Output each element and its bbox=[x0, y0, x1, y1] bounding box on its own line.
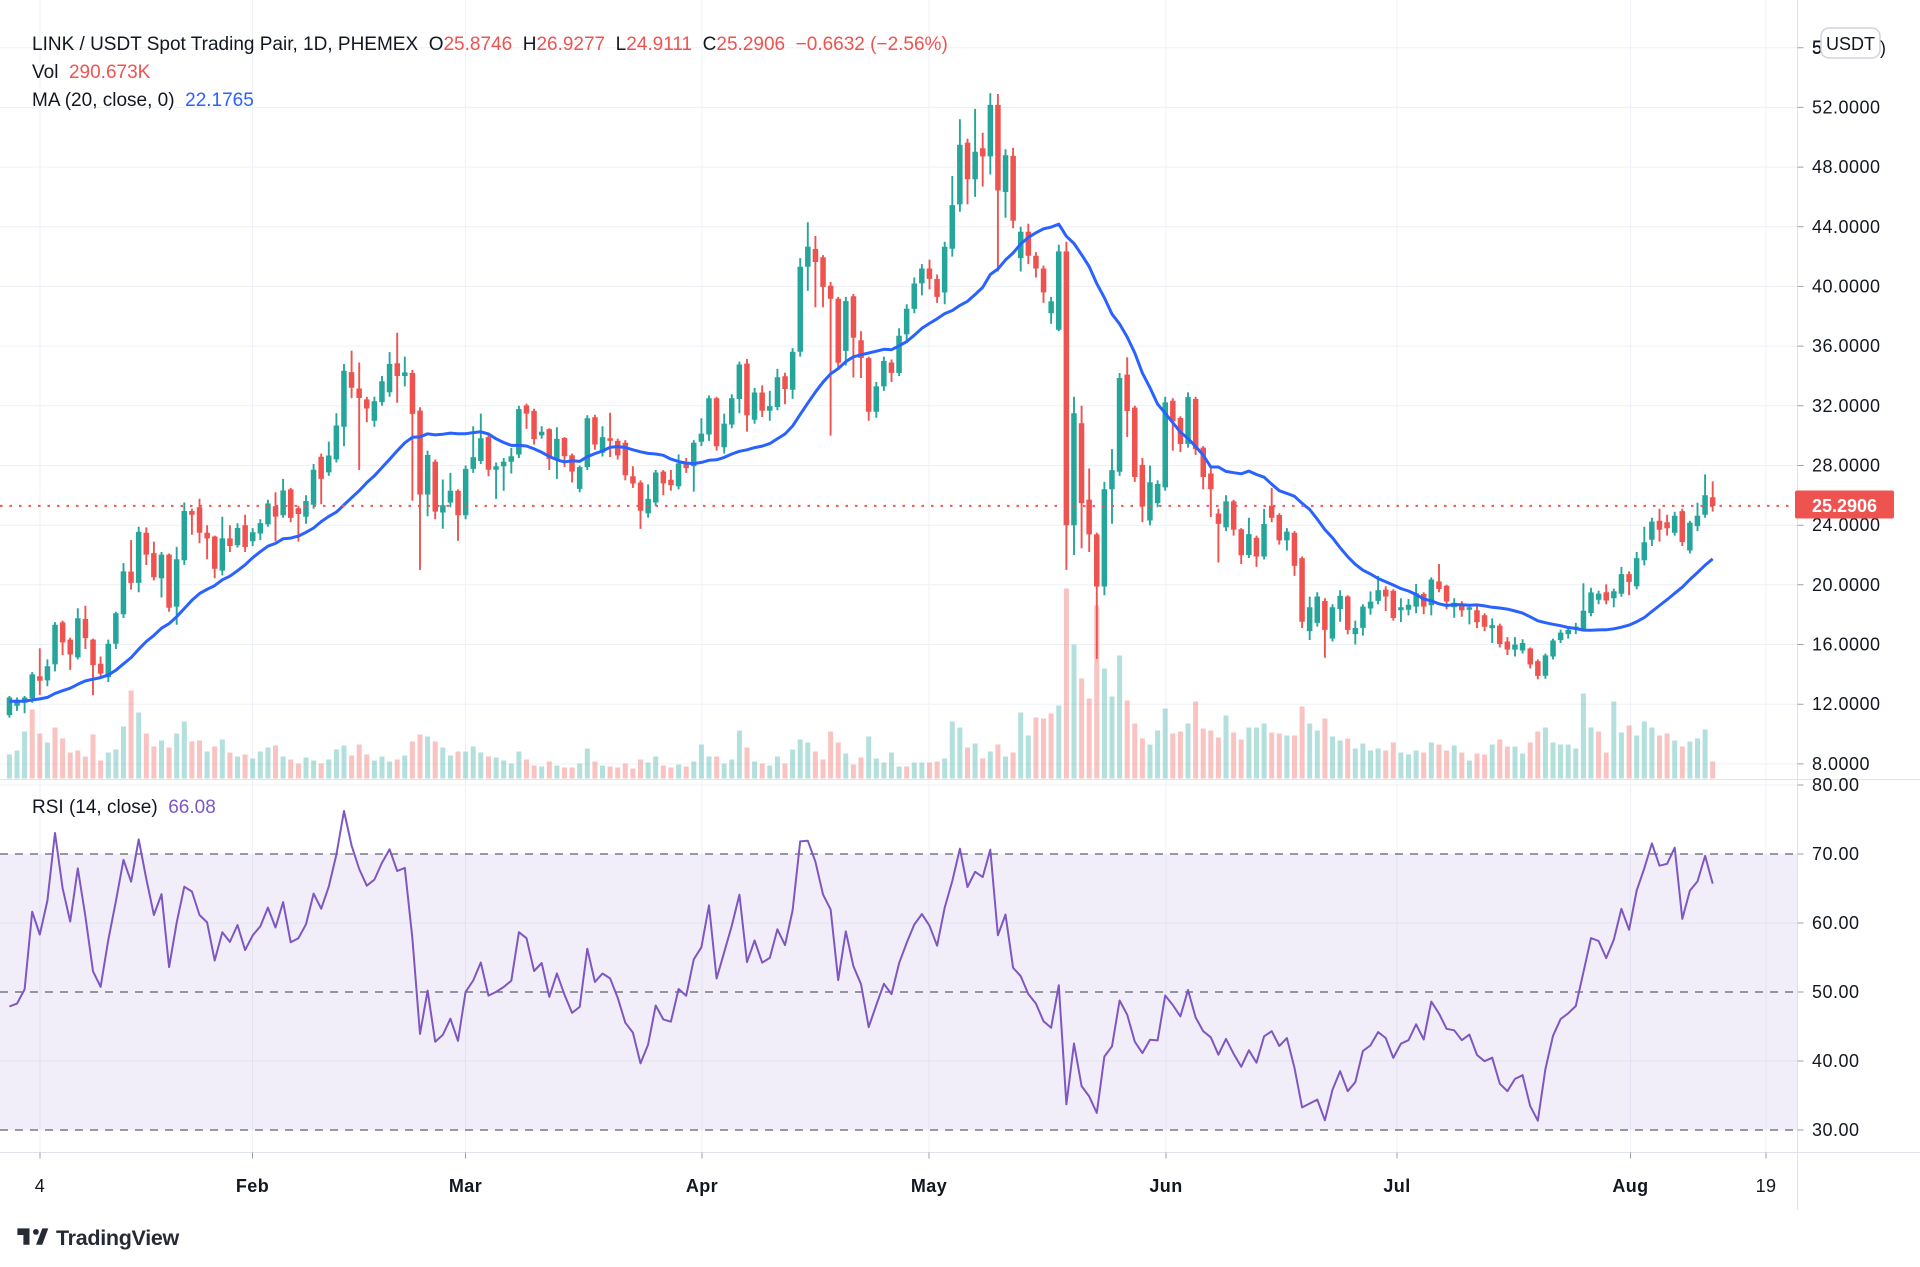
svg-text:48.0000: 48.0000 bbox=[1812, 157, 1881, 177]
svg-text:12.0000: 12.0000 bbox=[1812, 694, 1881, 714]
svg-text:RSI (14, close) 66.08: RSI (14, close) 66.08 bbox=[32, 797, 216, 818]
svg-text:TradingView: TradingView bbox=[56, 1226, 180, 1250]
svg-text:32.0000: 32.0000 bbox=[1812, 396, 1881, 416]
svg-text:May: May bbox=[911, 1176, 947, 1196]
svg-text:USDT: USDT bbox=[1826, 34, 1875, 54]
svg-text:8.0000: 8.0000 bbox=[1812, 754, 1870, 774]
svg-text:LINK / USDT Spot Trading Pair,: LINK / USDT Spot Trading Pair, 1D, PHEME… bbox=[32, 34, 948, 55]
svg-text:Vol 290.673K: Vol 290.673K bbox=[32, 62, 151, 83]
svg-text:4: 4 bbox=[35, 1176, 45, 1196]
svg-text:50.00: 50.00 bbox=[1812, 982, 1860, 1002]
svg-text:19: 19 bbox=[1756, 1176, 1777, 1196]
svg-text:60.00: 60.00 bbox=[1812, 913, 1860, 933]
svg-text:40.0000: 40.0000 bbox=[1812, 276, 1881, 296]
svg-text:30.00: 30.00 bbox=[1812, 1120, 1860, 1140]
svg-text:52.0000: 52.0000 bbox=[1812, 97, 1881, 117]
svg-text:80.00: 80.00 bbox=[1812, 775, 1860, 795]
svg-text:Feb: Feb bbox=[236, 1176, 269, 1196]
svg-text:25.2906: 25.2906 bbox=[1812, 496, 1877, 516]
svg-text:20.0000: 20.0000 bbox=[1812, 575, 1881, 595]
svg-text:Jul: Jul bbox=[1383, 1176, 1410, 1196]
svg-text:28.0000: 28.0000 bbox=[1812, 456, 1881, 476]
svg-text:Jun: Jun bbox=[1149, 1176, 1182, 1196]
svg-text:44.0000: 44.0000 bbox=[1812, 217, 1881, 237]
svg-text:40.00: 40.00 bbox=[1812, 1051, 1860, 1071]
svg-text:70.00: 70.00 bbox=[1812, 844, 1860, 864]
svg-text:16.0000: 16.0000 bbox=[1812, 635, 1881, 655]
svg-text:Apr: Apr bbox=[686, 1176, 718, 1196]
svg-text:Aug: Aug bbox=[1612, 1176, 1648, 1196]
svg-text:24.0000: 24.0000 bbox=[1812, 515, 1881, 535]
svg-text:MA (20, close, 0) 22.1765: MA (20, close, 0) 22.1765 bbox=[32, 90, 254, 111]
svg-text:Mar: Mar bbox=[449, 1176, 482, 1196]
svg-text:36.0000: 36.0000 bbox=[1812, 336, 1881, 356]
svg-text:): ) bbox=[1880, 38, 1886, 58]
